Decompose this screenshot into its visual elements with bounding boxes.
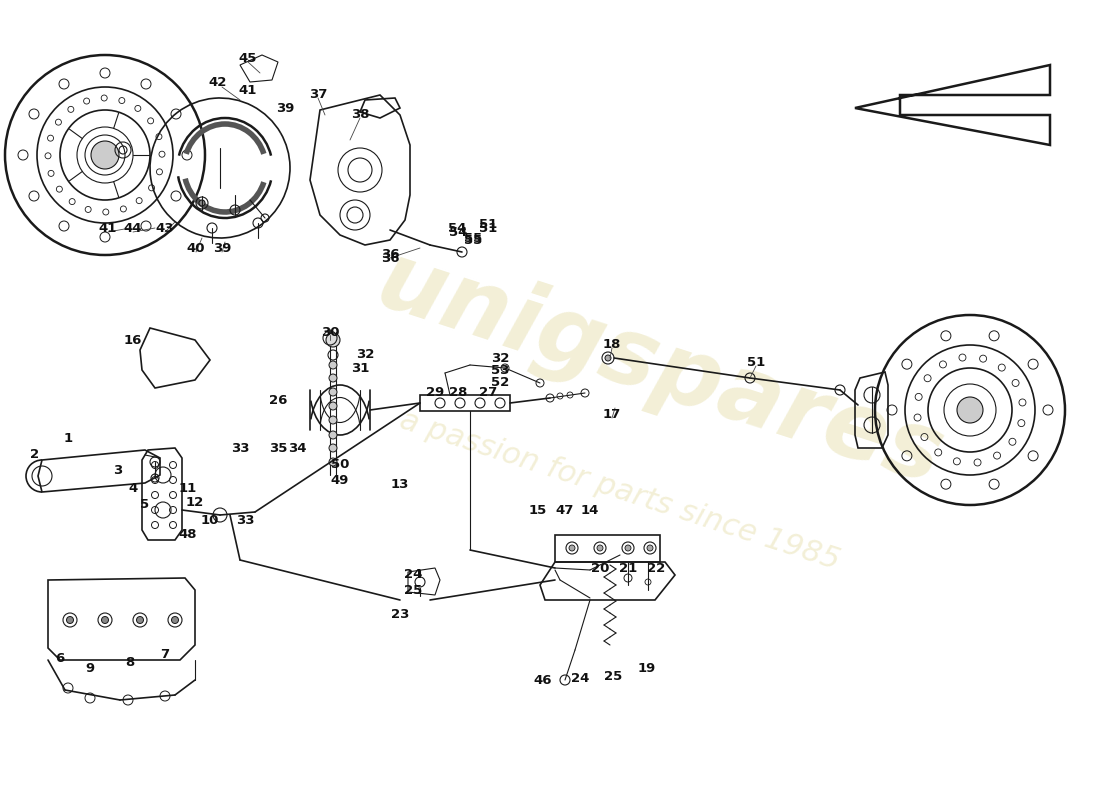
Text: 16: 16 — [124, 334, 142, 346]
Text: 12: 12 — [186, 497, 205, 510]
Circle shape — [329, 402, 337, 410]
Text: 44: 44 — [123, 222, 142, 234]
Text: 24: 24 — [571, 671, 590, 685]
Circle shape — [136, 617, 143, 623]
Text: unigspares: unigspares — [365, 235, 955, 505]
Text: 8: 8 — [125, 655, 134, 669]
Text: 31: 31 — [351, 362, 370, 374]
Text: 19: 19 — [638, 662, 656, 674]
Circle shape — [597, 545, 603, 551]
Circle shape — [101, 617, 109, 623]
Text: 40: 40 — [187, 242, 206, 254]
Text: 54: 54 — [449, 226, 468, 238]
Text: 7: 7 — [161, 649, 169, 662]
Circle shape — [326, 333, 340, 347]
Circle shape — [329, 374, 337, 382]
Circle shape — [66, 617, 74, 623]
Text: 49: 49 — [331, 474, 349, 486]
Text: 32: 32 — [355, 349, 374, 362]
Circle shape — [569, 545, 575, 551]
Text: 30: 30 — [321, 326, 339, 338]
Text: 54: 54 — [448, 222, 466, 234]
Text: 4: 4 — [129, 482, 138, 494]
Text: 39: 39 — [212, 242, 231, 254]
Text: 55: 55 — [464, 234, 482, 246]
Text: 36: 36 — [381, 251, 399, 265]
Text: 36: 36 — [381, 249, 399, 262]
Text: 48: 48 — [178, 529, 197, 542]
Text: 1: 1 — [64, 431, 73, 445]
Text: 23: 23 — [390, 609, 409, 622]
Circle shape — [329, 458, 337, 466]
Text: 26: 26 — [268, 394, 287, 406]
Text: 9: 9 — [86, 662, 95, 674]
Text: 45: 45 — [239, 51, 257, 65]
Circle shape — [329, 388, 337, 396]
Text: 14: 14 — [581, 503, 600, 517]
Text: 22: 22 — [647, 562, 666, 574]
Circle shape — [957, 397, 983, 423]
Text: 39: 39 — [276, 102, 294, 114]
Circle shape — [329, 444, 337, 452]
Circle shape — [91, 141, 119, 169]
Text: 25: 25 — [604, 670, 623, 682]
Text: 32: 32 — [491, 351, 509, 365]
Text: a passion for parts since 1985: a passion for parts since 1985 — [396, 405, 844, 575]
Text: 2: 2 — [31, 449, 40, 462]
Text: 47: 47 — [556, 503, 574, 517]
Text: 24: 24 — [404, 569, 422, 582]
Circle shape — [329, 431, 337, 439]
Text: 37: 37 — [309, 89, 327, 102]
Text: 21: 21 — [619, 562, 637, 574]
Text: 41: 41 — [99, 222, 118, 234]
Text: 51: 51 — [478, 218, 497, 231]
Text: 10: 10 — [201, 514, 219, 526]
Circle shape — [172, 617, 178, 623]
Text: 42: 42 — [209, 77, 228, 90]
Text: 55: 55 — [464, 231, 482, 245]
Text: 46: 46 — [534, 674, 552, 686]
Circle shape — [329, 416, 337, 424]
Text: 34: 34 — [288, 442, 306, 454]
Circle shape — [199, 200, 205, 206]
Text: 29: 29 — [426, 386, 444, 399]
Text: 27: 27 — [478, 386, 497, 399]
Circle shape — [329, 361, 337, 369]
Text: 51: 51 — [747, 357, 766, 370]
Text: 6: 6 — [55, 651, 65, 665]
Text: 51: 51 — [478, 222, 497, 234]
Circle shape — [625, 545, 631, 551]
Text: 13: 13 — [390, 478, 409, 491]
Text: 25: 25 — [404, 583, 422, 597]
Text: 41: 41 — [239, 83, 257, 97]
Circle shape — [647, 545, 653, 551]
Text: 15: 15 — [529, 503, 547, 517]
Text: 43: 43 — [156, 222, 174, 234]
Text: 28: 28 — [449, 386, 468, 399]
Text: 18: 18 — [603, 338, 622, 351]
Text: 38: 38 — [351, 109, 370, 122]
Text: 33: 33 — [235, 514, 254, 526]
Text: 35: 35 — [268, 442, 287, 454]
Text: 20: 20 — [591, 562, 609, 574]
Text: 5: 5 — [141, 498, 150, 511]
Text: 52: 52 — [491, 375, 509, 389]
Text: 53: 53 — [491, 363, 509, 377]
Text: 11: 11 — [179, 482, 197, 494]
Text: 50: 50 — [331, 458, 349, 471]
Text: 33: 33 — [231, 442, 250, 454]
Text: 3: 3 — [113, 463, 122, 477]
Circle shape — [605, 355, 610, 361]
Text: 17: 17 — [603, 409, 622, 422]
